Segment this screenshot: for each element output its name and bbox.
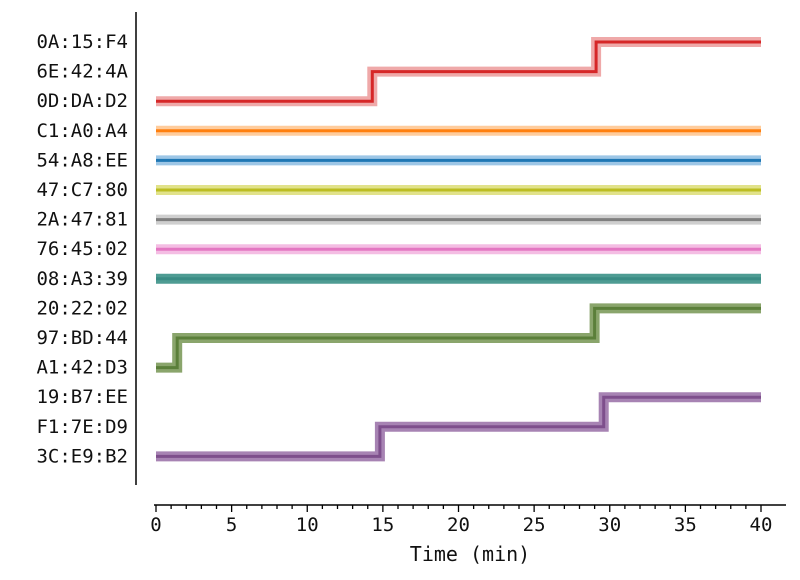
y-tick-labels: 0A:15:F4 6E:42:4A 0D:DA:D2 C1:A0:A4 54:A8:EE… xyxy=(36,31,128,467)
y-tick-label: 47:C7:80 xyxy=(36,179,128,201)
y-tick-label: 3C:E9:B2 xyxy=(36,445,128,467)
x-tick-label: 25 xyxy=(523,514,546,536)
y-tick-label: 2A:47:81 xyxy=(36,209,128,231)
y-tick-label: 20:22:02 xyxy=(36,297,128,319)
series-8 xyxy=(156,392,761,462)
y-tick-label: A1:42:D3 xyxy=(36,357,128,379)
y-tick-label: 6E:42:4A xyxy=(36,61,128,83)
y-tick-label: 54:A8:EE xyxy=(36,149,128,171)
x-tick-label: 35 xyxy=(674,514,697,536)
y-tick-label: 97:BD:44 xyxy=(36,327,128,349)
series-layer xyxy=(156,37,761,462)
series-line xyxy=(156,395,761,458)
y-tick-label: C1:A0:A4 xyxy=(36,120,128,142)
x-tick-label: 0 xyxy=(150,514,161,536)
x-tick-label: 20 xyxy=(447,514,470,536)
x-tick-label: 5 xyxy=(226,514,237,536)
y-tick-label: F1:7E:D9 xyxy=(36,416,128,438)
x-axis-title: Time (min) xyxy=(410,542,530,566)
x-tick-label: 10 xyxy=(296,514,319,536)
x-tick-label: 40 xyxy=(750,514,773,536)
series-7 xyxy=(156,303,761,373)
y-tick-label: 0A:15:F4 xyxy=(36,31,128,53)
y-tick-label: 08:A3:39 xyxy=(36,268,128,290)
x-tick-label: 30 xyxy=(598,514,621,536)
x-tick-label: 15 xyxy=(371,514,394,536)
y-tick-label: 19:B7:EE xyxy=(36,386,128,408)
series-line xyxy=(156,40,761,103)
series-0 xyxy=(156,37,761,107)
series-line xyxy=(156,306,761,370)
y-tick-label: 76:45:02 xyxy=(36,238,128,260)
y-tick-label: 0D:DA:D2 xyxy=(36,90,128,112)
x-ticks: 0 5 10 15 20 25 30 35 40 xyxy=(150,505,772,536)
